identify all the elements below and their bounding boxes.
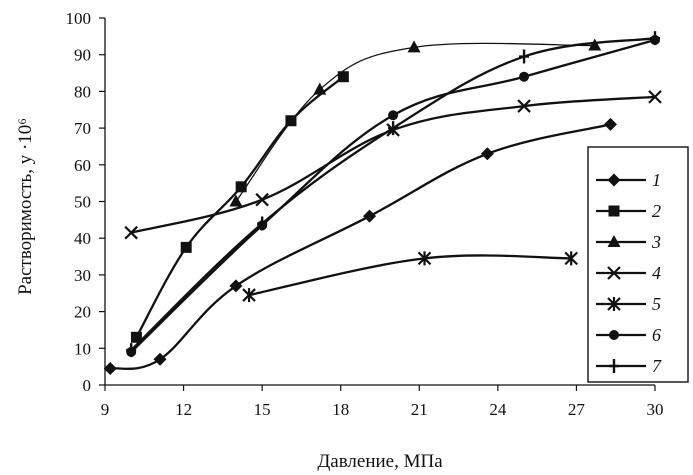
data-point-4 bbox=[648, 90, 662, 104]
series-6 bbox=[126, 35, 660, 357]
data-point-6 bbox=[519, 71, 530, 82]
y-tick-label: 70 bbox=[74, 119, 91, 138]
data-point-4 bbox=[124, 225, 138, 240]
y-tick-label: 30 bbox=[74, 266, 91, 285]
y-tick-label: 20 bbox=[74, 303, 91, 322]
y-tick-label: 40 bbox=[74, 229, 91, 248]
data-point-2 bbox=[337, 71, 349, 83]
y-ticks: 0 10 20 30 40 50 60 70 80 90 100 bbox=[66, 9, 105, 395]
legend-marker-1 bbox=[607, 173, 621, 187]
y-tick-label: 60 bbox=[74, 156, 91, 175]
data-point-1 bbox=[153, 352, 167, 366]
legend-item-1: 1 bbox=[596, 170, 661, 190]
y-tick-label: 90 bbox=[74, 46, 91, 65]
legend-marker-7 bbox=[609, 359, 619, 373]
series-line-6 bbox=[130, 38, 656, 353]
x-ticks: 9 12 15 18 21 24 27 30 bbox=[101, 385, 664, 419]
x-tick-label: 24 bbox=[489, 400, 507, 419]
data-point-1 bbox=[363, 209, 377, 223]
legend-label: 5 bbox=[652, 294, 661, 314]
data-point-1 bbox=[480, 147, 494, 161]
legend-marker-2 bbox=[608, 205, 620, 217]
legend-marker-4 bbox=[607, 266, 621, 280]
legend-marker-3 bbox=[607, 235, 621, 247]
data-point-1 bbox=[229, 279, 243, 293]
x-tick-label: 12 bbox=[175, 400, 192, 419]
legend-label: 7 bbox=[652, 356, 662, 376]
series-line-5 bbox=[248, 254, 572, 297]
legend-item-7: 7 bbox=[596, 356, 662, 376]
series-7 bbox=[126, 31, 660, 358]
legend-label: 2 bbox=[652, 201, 661, 221]
y-tick-label: 50 bbox=[74, 193, 91, 212]
data-point-4 bbox=[255, 192, 269, 207]
y-tick-label: 10 bbox=[74, 339, 91, 358]
data-point-1 bbox=[103, 361, 117, 375]
series-group bbox=[103, 31, 662, 375]
y-axis-title: Растворимость, y ·10⁶ bbox=[15, 118, 36, 295]
x-tick-label: 9 bbox=[101, 400, 110, 419]
data-point-7 bbox=[257, 216, 268, 231]
series-1 bbox=[103, 117, 617, 375]
x-tick-label: 15 bbox=[254, 400, 271, 419]
legend: 1 2 3 4 5 6 7 bbox=[587, 146, 689, 383]
x-axis-title: Давление, МПа bbox=[317, 451, 443, 472]
legend-item-6: 6 bbox=[596, 325, 661, 345]
x-tick-label: 27 bbox=[568, 400, 586, 419]
legend-label: 6 bbox=[652, 325, 661, 345]
data-point-7 bbox=[519, 49, 530, 64]
legend-box bbox=[587, 146, 689, 383]
legend-item-4: 4 bbox=[596, 263, 661, 283]
data-point-7 bbox=[650, 31, 660, 46]
x-tick-label: 18 bbox=[332, 400, 349, 419]
data-point-6 bbox=[388, 110, 399, 121]
series-line-7 bbox=[130, 37, 656, 351]
series-3 bbox=[229, 38, 602, 207]
data-point-5 bbox=[242, 288, 256, 303]
x-tick-label: 21 bbox=[411, 400, 428, 419]
data-point-5 bbox=[564, 251, 578, 266]
data-point-1 bbox=[603, 117, 617, 131]
legend-item-2: 2 bbox=[596, 201, 661, 221]
data-point-2 bbox=[235, 181, 247, 193]
data-point-2 bbox=[180, 241, 192, 253]
data-point-3 bbox=[407, 40, 421, 53]
series-line-3 bbox=[235, 42, 595, 202]
data-point-7 bbox=[388, 121, 399, 136]
legend-item-5: 5 bbox=[596, 294, 661, 314]
legend-label: 3 bbox=[651, 232, 661, 252]
x-tick-label: 30 bbox=[647, 400, 664, 419]
legend-item-3: 3 bbox=[596, 232, 661, 252]
data-point-5 bbox=[417, 251, 432, 266]
data-point-2 bbox=[130, 331, 142, 343]
legend-marker-6 bbox=[609, 330, 619, 340]
legend-label: 1 bbox=[652, 170, 661, 190]
data-point-7 bbox=[126, 343, 137, 358]
series-5 bbox=[242, 251, 578, 303]
y-tick-label: 0 bbox=[83, 376, 92, 395]
data-point-3 bbox=[229, 194, 243, 207]
data-point-3 bbox=[588, 38, 602, 51]
data-point-4 bbox=[517, 99, 531, 113]
data-point-3 bbox=[313, 82, 327, 95]
y-tick-label: 100 bbox=[66, 9, 92, 28]
legend-marker-5 bbox=[607, 297, 621, 311]
y-tick-label: 80 bbox=[74, 82, 91, 101]
legend-label: 4 bbox=[652, 263, 661, 283]
